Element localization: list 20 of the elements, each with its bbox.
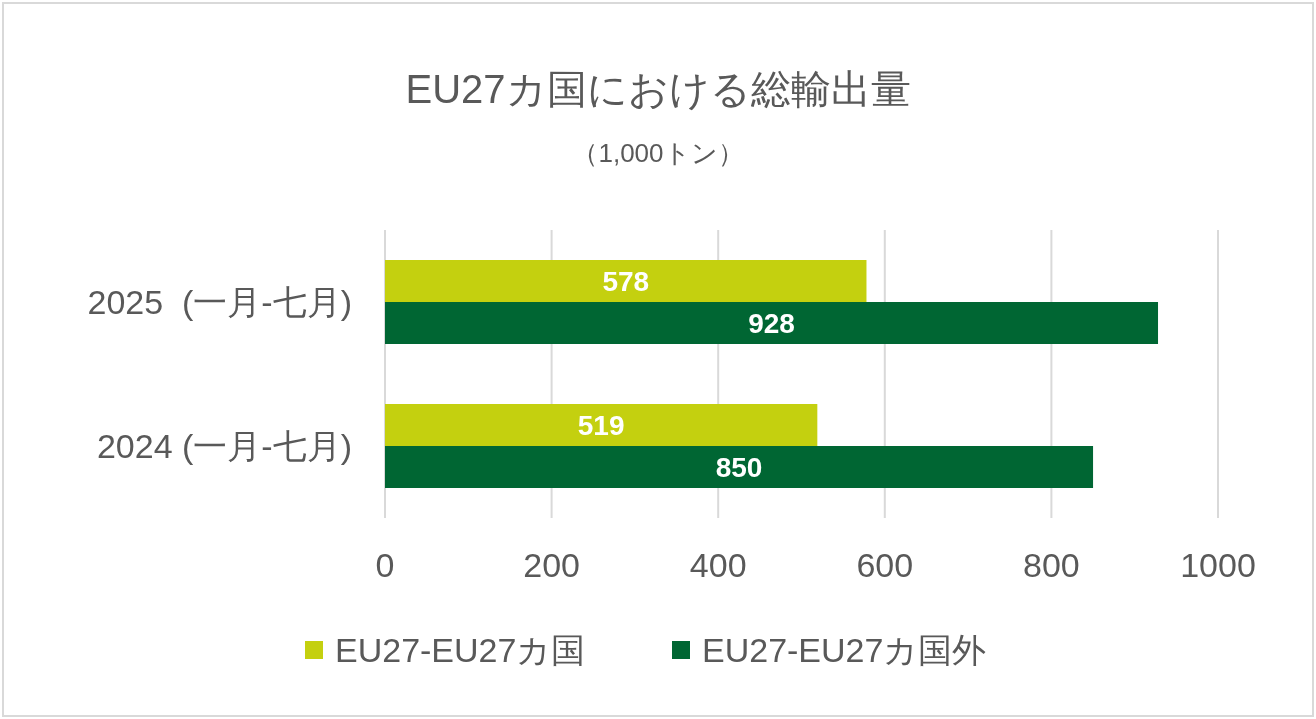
- x-tick-label: 600: [856, 546, 914, 584]
- x-tick-label: 1000: [1180, 546, 1256, 584]
- bar: [385, 260, 867, 302]
- chart-title: EU27カ国における総輸出量: [405, 67, 911, 111]
- x-tick-label: 400: [689, 546, 747, 584]
- data-label: 519: [577, 410, 625, 441]
- bar: [385, 446, 1094, 488]
- bar: [385, 302, 1159, 344]
- legend-label: EU27-EU27カ国外: [702, 631, 987, 669]
- x-tick-label: 200: [523, 546, 580, 584]
- x-tick-label: 0: [375, 546, 395, 584]
- legend-label: EU27-EU27カ国: [335, 631, 586, 669]
- data-label: 850: [715, 452, 763, 483]
- x-tick-label: 800: [1023, 546, 1080, 584]
- y-tick-label: 2025 (一月-七月): [87, 283, 352, 321]
- chart-subtitle: （1,000トン）: [572, 138, 744, 168]
- data-label: 928: [748, 308, 795, 339]
- y-tick-label: 2024 (一月-七月): [96, 427, 352, 465]
- data-label: 578: [602, 266, 650, 297]
- bar: [385, 404, 818, 446]
